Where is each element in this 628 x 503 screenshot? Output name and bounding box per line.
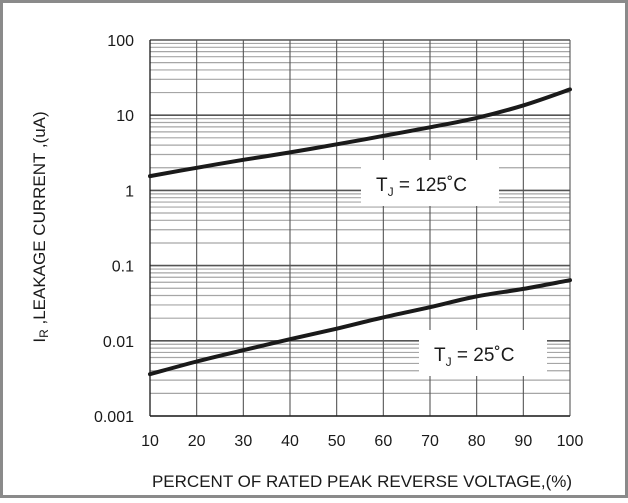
series-label-rest: = 25˚C: [452, 345, 515, 366]
series-labels: TJ = 125˚CTJ = 25˚C: [361, 160, 547, 376]
series-label-subscript: J: [446, 355, 452, 369]
series-label-box: [361, 160, 499, 206]
x-tick-label: 30: [234, 433, 252, 450]
series-label-main: T: [434, 345, 446, 366]
series-label-rest: = 125˚C: [394, 175, 467, 196]
series: [148, 87, 572, 377]
y-tick-label: 0.001: [94, 409, 134, 426]
series-label-box: [419, 330, 547, 376]
series-label-subscript: J: [388, 185, 394, 199]
x-tick-label: 60: [374, 433, 392, 450]
series-line: [148, 278, 572, 377]
y-tick-label: 100: [107, 33, 134, 50]
series-line: [148, 87, 572, 179]
x-tick-label: 20: [188, 433, 206, 450]
axes: [149, 40, 570, 417]
tick-labels: 10 20 30 40 50 60 70 80 90 100 0.001 0.01 0.1 1 10 100: [94, 33, 583, 450]
y-tick-label: 10: [116, 108, 134, 125]
x-tick-label: 70: [421, 433, 439, 450]
x-axis-title: PERCENT OF RATED PEAK REVERSE VOLTAGE,(%…: [152, 472, 572, 491]
y-axis-title-prefix: I: [30, 338, 49, 343]
y-tick-label: 1: [125, 183, 134, 200]
x-tick-label: 40: [281, 433, 299, 450]
series-label-main: T: [376, 175, 388, 196]
series-label: TJ = 25˚C: [434, 345, 514, 369]
y-tick-label: 0.1: [112, 259, 134, 276]
x-tick-label: 90: [514, 433, 532, 450]
y-tick-label: 0.01: [103, 334, 134, 351]
y-axis-title-rest: ,LEAKAGE CURRENT ,(uA): [30, 111, 49, 329]
y-axis-title: IR ,LEAKAGE CURRENT ,(uA): [30, 111, 51, 342]
x-tick-label: 50: [328, 433, 346, 450]
y-axis-title-subscript: R: [37, 329, 51, 338]
series-label: TJ = 125˚C: [376, 175, 467, 199]
x-tick-label: 10: [141, 433, 159, 450]
x-tick-label: 100: [557, 433, 584, 450]
x-tick-label: 80: [468, 433, 486, 450]
